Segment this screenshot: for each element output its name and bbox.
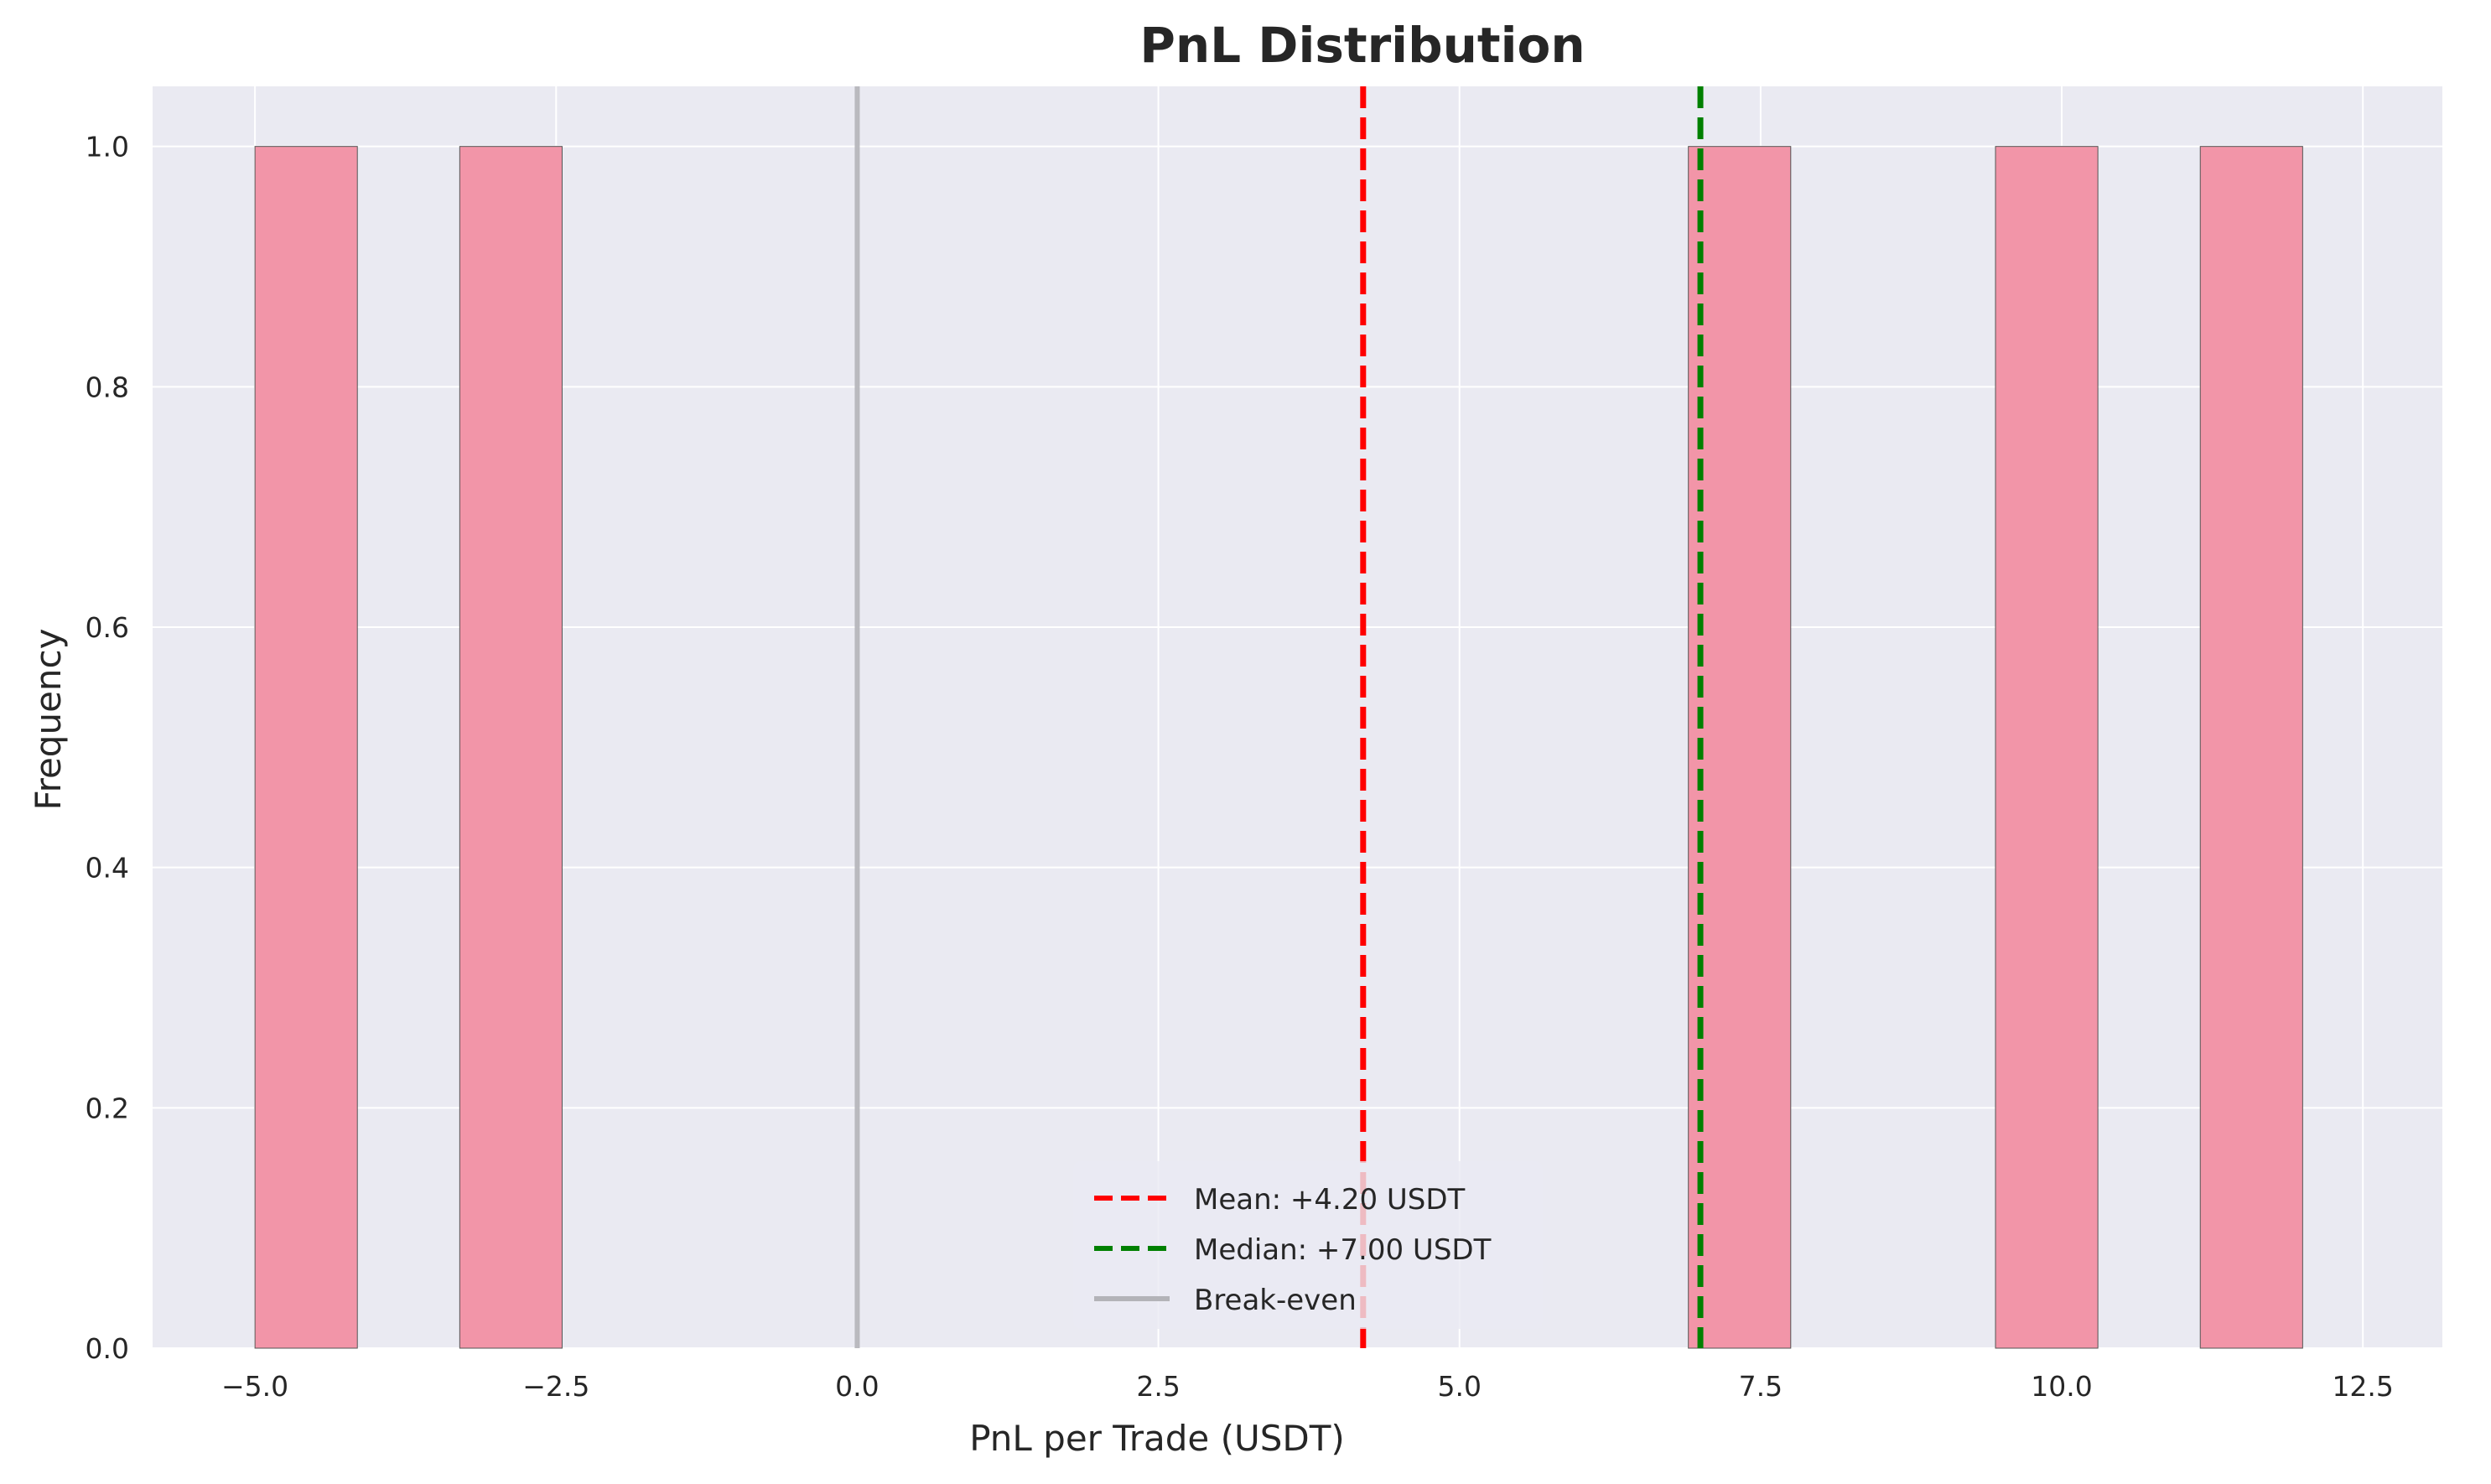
y-tick-label: 0.6 bbox=[86, 611, 129, 644]
histogram-bar-4 bbox=[2199, 146, 2303, 1349]
x-tick-label: 5.0 bbox=[1437, 1370, 1481, 1403]
x-axis-ticks: −5.0 −2.5 0.0 2.5 5.0 7.5 10.0 12.5 bbox=[221, 1370, 2394, 1403]
histogram-bars bbox=[254, 146, 2303, 1349]
histogram-bar-3 bbox=[1995, 146, 2099, 1349]
y-tick-label: 0.0 bbox=[86, 1332, 129, 1365]
legend-break-even-label: Break-even bbox=[1194, 1284, 1357, 1317]
y-axis-label: Frequency bbox=[28, 629, 69, 811]
legend-mean-label: Mean: +4.20 USDT bbox=[1194, 1183, 1466, 1217]
histogram-bar-1 bbox=[459, 146, 563, 1349]
x-tick-label: 12.5 bbox=[2332, 1370, 2393, 1403]
x-axis-label: PnL per Trade (USDT) bbox=[969, 1418, 1345, 1459]
legend: Mean: +4.20 USDT Median: +7.00 USDT Brea… bbox=[1073, 1161, 1543, 1329]
y-tick-label: 0.8 bbox=[86, 371, 129, 403]
x-tick-label: 2.5 bbox=[1136, 1370, 1180, 1403]
x-tick-label: 10.0 bbox=[2031, 1370, 2092, 1403]
chart-title: PnL Distribution bbox=[1139, 17, 1585, 74]
legend-entry-break-even: Break-even bbox=[1094, 1284, 1357, 1317]
x-tick-label: 7.5 bbox=[1739, 1370, 1783, 1403]
legend-entry-mean: Mean: +4.20 USDT bbox=[1094, 1183, 1466, 1217]
y-tick-label: 0.4 bbox=[86, 852, 129, 885]
x-tick-label: 0.0 bbox=[835, 1370, 879, 1403]
histogram-bar-2 bbox=[1688, 146, 1792, 1349]
legend-median-label: Median: +7.00 USDT bbox=[1194, 1233, 1492, 1267]
legend-box bbox=[1073, 1161, 1543, 1329]
x-tick-label: −5.0 bbox=[221, 1370, 288, 1403]
x-tick-label: −2.5 bbox=[522, 1370, 589, 1403]
y-tick-label: 1.0 bbox=[86, 131, 129, 163]
reference-lines bbox=[854, 86, 1704, 1348]
histogram-bar-0 bbox=[254, 146, 358, 1349]
y-tick-label: 0.2 bbox=[86, 1092, 129, 1124]
legend-entry-median: Median: +7.00 USDT bbox=[1094, 1233, 1492, 1267]
y-axis-ticks: 0.0 0.2 0.4 0.6 0.8 1.0 bbox=[86, 131, 129, 1365]
